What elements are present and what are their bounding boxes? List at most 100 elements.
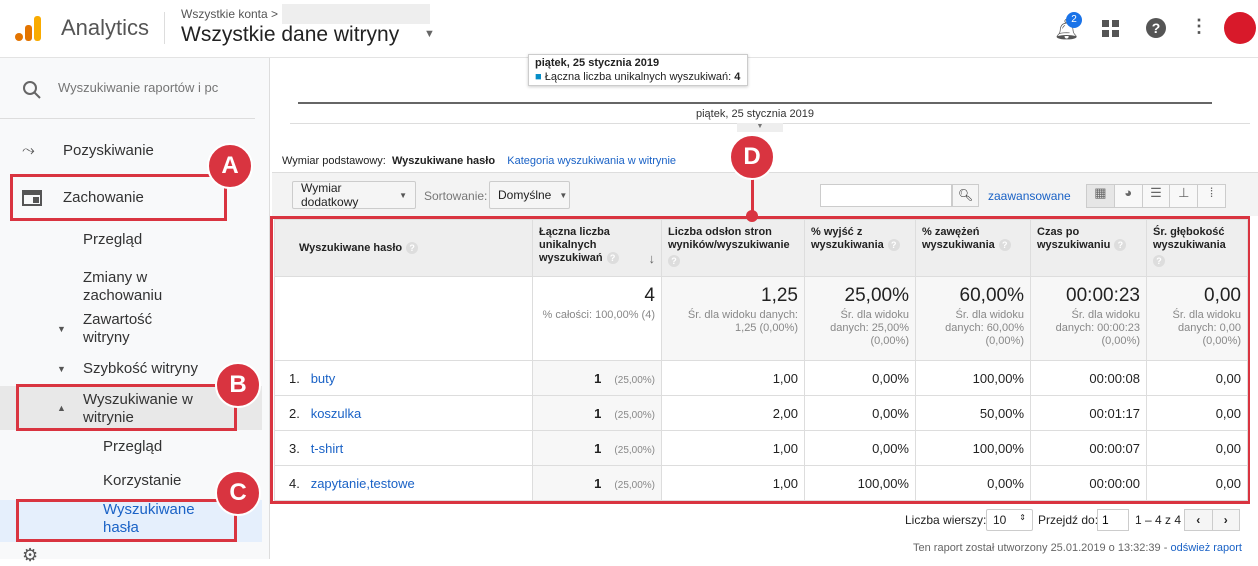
apps-grid-icon[interactable] [1102, 20, 1120, 38]
search-term-link[interactable]: koszulka [310, 405, 362, 421]
next-page-icon[interactable]: › [1223, 513, 1228, 527]
secondary-dimension-dropdown[interactable]: Wymiar dodatkowy ▼ [292, 181, 416, 209]
summary-cell: 25,00% Śr. dla widoku danych: 25,00% (0,0… [804, 276, 916, 361]
metric-cell: 1,00 [661, 430, 805, 466]
column-header-search-exits[interactable]: % wyjść z wyszukiwania? [804, 219, 916, 277]
sidebar-item-search-overview[interactable]: Przegląd [103, 438, 163, 455]
metric-cell: 100,00% [915, 360, 1031, 396]
expand-icon[interactable]: ▼ [57, 364, 66, 374]
metric-cell: 100,00% [915, 430, 1031, 466]
table-row: 4. zapytanie,testowe 1 (25,00%) 1,00 100,00… [274, 465, 1248, 501]
table-header-row: Wyszukiwane hasło? Łączna liczba unikaln… [274, 219, 1248, 277]
row-number: 1. [289, 370, 300, 386]
dimension-active[interactable]: Wyszukiwane hasło [391, 155, 496, 167]
breadcrumb[interactable]: Wszystkie konta > [181, 7, 279, 21]
table-row: 3. t-shirt 1 (25,00%) 1,00 0,00% 100,00% 00:0… [274, 430, 1248, 466]
refresh-report-link[interactable]: odśwież raport [1170, 542, 1242, 554]
pie-view-icon[interactable]: ◕ [1115, 185, 1143, 207]
sidebar-item-overview[interactable]: Przegląd [83, 231, 143, 248]
performance-view-icon[interactable]: ☰ [1143, 185, 1171, 207]
header-label: % wyjść z wyszukiwania [811, 226, 884, 251]
avatar[interactable] [1224, 12, 1256, 44]
metric-cell: 100,00% [804, 465, 916, 501]
help-icon[interactable]: ? [1114, 239, 1127, 251]
primary-dimension-label: Wymiar podstawowy: [282, 155, 386, 167]
metric-cell: 0,00 [1146, 395, 1248, 431]
rows-per-page-select[interactable]: 10 ⇕ [986, 509, 1033, 531]
header-label: Wyszukiwane hasło [299, 241, 403, 254]
tooltip-value: 4 [734, 71, 741, 83]
help-icon[interactable]: ? [668, 255, 680, 267]
sidebar-item-site-content[interactable]: Zawartość witryny [83, 311, 153, 346]
sidebar-item-site-speed[interactable]: Szybkość witryny [83, 360, 199, 377]
dimension-option-category[interactable]: Kategoria wyszukiwania w witrynie [507, 155, 677, 167]
help-icon[interactable]: ? [606, 252, 619, 264]
summary-sub: Śr. dla widoku danych: 00:00:23 (0,00%) [1055, 309, 1140, 347]
help-icon[interactable]: ? [998, 239, 1011, 251]
search-button[interactable]: 🔍︎ [952, 184, 979, 207]
help-icon[interactable]: ? [1153, 255, 1165, 267]
row-number: 3. [289, 440, 300, 456]
search-term-link[interactable]: zapytanie,testowe [310, 475, 415, 491]
column-header-results-pageviews[interactable]: Liczba odsłon stron wyników/wyszukiwanie… [661, 219, 805, 277]
sort-label: Sortowanie: [424, 189, 488, 203]
chart-tooltip: piątek, 25 stycznia 2019 ■ Łączna liczba… [528, 54, 748, 86]
column-header-refinements[interactable]: % zawężeń wyszukiwania? [915, 219, 1031, 277]
column-header-unique-searches[interactable]: Łączna liczba unikalnych wyszukiwań? ↓ [532, 219, 662, 277]
search-term-link[interactable]: t-shirt [310, 440, 344, 456]
pivot-view-icon[interactable]: ⁞ [1209, 185, 1214, 200]
sort-dropdown[interactable]: Domyślne ▼ [489, 181, 570, 209]
summary-sub: Śr. dla widoku danych: 60,00% (0,00%) [945, 309, 1024, 347]
callout-d-connector [751, 175, 754, 215]
search-icon: 🔍︎ [957, 188, 974, 202]
report-search-input[interactable] [58, 80, 238, 95]
sidebar-item-acquisition[interactable]: Pozyskiwanie [63, 142, 154, 159]
sidebar-item-behavior[interactable]: Zachowanie [63, 189, 144, 206]
collapse-icon[interactable]: ▲ [57, 403, 66, 413]
more-vert-icon[interactable]: ⋮ [1190, 16, 1208, 36]
column-header-search-depth[interactable]: Śr. głębokość wyszukiwania? [1146, 219, 1248, 277]
summary-sub: Śr. dla widoku danych: 0,00 (0,00%) [1172, 309, 1241, 347]
table-view-icon[interactable]: ▦ [1087, 185, 1115, 207]
metric-cell: 00:00:07 [1030, 430, 1147, 466]
sidebar-item-search-terms[interactable]: Wyszukiwane hasła [103, 501, 195, 536]
spinner-icon: ⇕ [1019, 513, 1026, 522]
term-cell: 4. zapytanie,testowe [274, 465, 533, 501]
column-header-time-after-search[interactable]: Czas po wyszukiwaniu? [1030, 219, 1147, 277]
sort-value: Domyślne [498, 188, 552, 202]
expand-icon[interactable]: ▼ [57, 324, 66, 334]
advanced-filter-link[interactable]: zaawansowane [988, 189, 1071, 203]
view-selector[interactable]: Wszystkie dane witryny [181, 23, 400, 46]
rows-label: Liczba wierszy: [905, 513, 987, 527]
help-icon[interactable]: ? [1146, 18, 1166, 38]
sidebar-item-site-search[interactable]: Wyszukiwanie w witrynie [83, 391, 193, 426]
chart-collapse-handle[interactable]: ▼ [737, 123, 783, 132]
header-label: Śr. głębokość wyszukiwania [1153, 226, 1226, 251]
footer-text: Ten raport został utworzony 25.01.2019 o… [913, 542, 1168, 554]
prev-page-icon[interactable]: ‹ [1185, 510, 1213, 530]
summary-value: 00:00:23 [1066, 285, 1140, 306]
tooltip-row: ■ Łączna liczba unikalnych wyszukiwań: 4 [535, 70, 741, 84]
metric-cell: 0,00% [915, 465, 1031, 501]
unique-searches-cell: 1 (25,00%) [532, 395, 662, 431]
tooltip-metric: Łączna liczba unikalnych wyszukiwań: [544, 71, 732, 83]
goto-page-input[interactable] [1097, 509, 1129, 531]
metric-cell: 0,00% [804, 395, 916, 431]
chart-line [298, 102, 1212, 104]
row-number: 4. [289, 475, 300, 491]
help-icon[interactable]: ? [406, 241, 419, 254]
help-icon[interactable]: ? [887, 239, 900, 251]
sidebar-item-behavior-flow[interactable]: Zmiany w zachowaniu [83, 269, 163, 304]
behavior-icon [22, 190, 42, 206]
search-term-link[interactable]: buty [310, 370, 336, 386]
tooltip-date: piątek, 25 stycznia 2019 [535, 57, 660, 69]
acquisition-icon: ⤳ [22, 142, 35, 159]
sidebar-item-usage[interactable]: Korzystanie [103, 472, 182, 489]
comparison-view-icon[interactable]: ⊥ [1170, 185, 1199, 207]
column-header-search-term[interactable]: Wyszukiwane hasło? [274, 219, 533, 277]
chevron-down-icon[interactable]: ▼ [424, 28, 435, 40]
summary-value: 0,00 [1204, 285, 1241, 306]
gear-icon[interactable]: ⚙ [22, 545, 39, 565]
chart-axis-label: piątek, 25 stycznia 2019 [695, 108, 815, 120]
table-search-input[interactable] [820, 184, 952, 207]
